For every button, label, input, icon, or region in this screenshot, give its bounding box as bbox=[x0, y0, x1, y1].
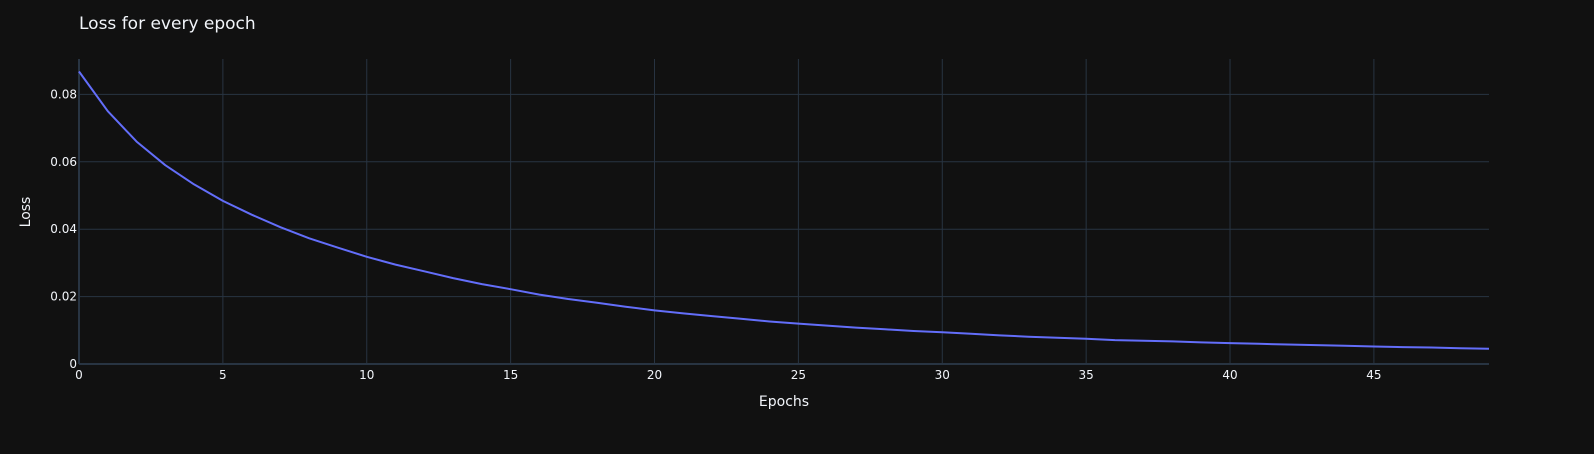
axis-layer: 0 5 10 15 20 25 30 35 40 45 0 0.02 0.04 0.06 0.08 bbox=[50, 87, 1381, 382]
y-tick-label: 0.02 bbox=[50, 290, 77, 304]
y-tick-label: 0.04 bbox=[50, 222, 77, 236]
y-tick-label: 0 bbox=[69, 357, 77, 371]
chart-title: Loss for every epoch bbox=[79, 14, 256, 34]
y-tick-label: 0.08 bbox=[50, 87, 77, 101]
x-tick-label: 45 bbox=[1366, 368, 1381, 382]
series-line-loss bbox=[78, 70, 1490, 350]
x-tick-label: 40 bbox=[1222, 368, 1237, 382]
x-tick-label: 25 bbox=[791, 368, 806, 382]
y-axis-label: Loss bbox=[18, 197, 34, 228]
x-tick-label: 15 bbox=[503, 368, 518, 382]
x-axis-label: Epochs bbox=[759, 394, 809, 410]
x-tick-label: 30 bbox=[935, 368, 950, 382]
grid-layer bbox=[78, 59, 1489, 365]
x-tick-label: 20 bbox=[647, 368, 662, 382]
y-tick-label: 0.06 bbox=[50, 155, 77, 169]
x-tick-label: 10 bbox=[359, 368, 374, 382]
x-tick-label: 5 bbox=[219, 368, 227, 382]
x-tick-label: 0 bbox=[75, 368, 83, 382]
series-layer bbox=[78, 70, 1490, 350]
x-tick-label: 35 bbox=[1079, 368, 1094, 382]
